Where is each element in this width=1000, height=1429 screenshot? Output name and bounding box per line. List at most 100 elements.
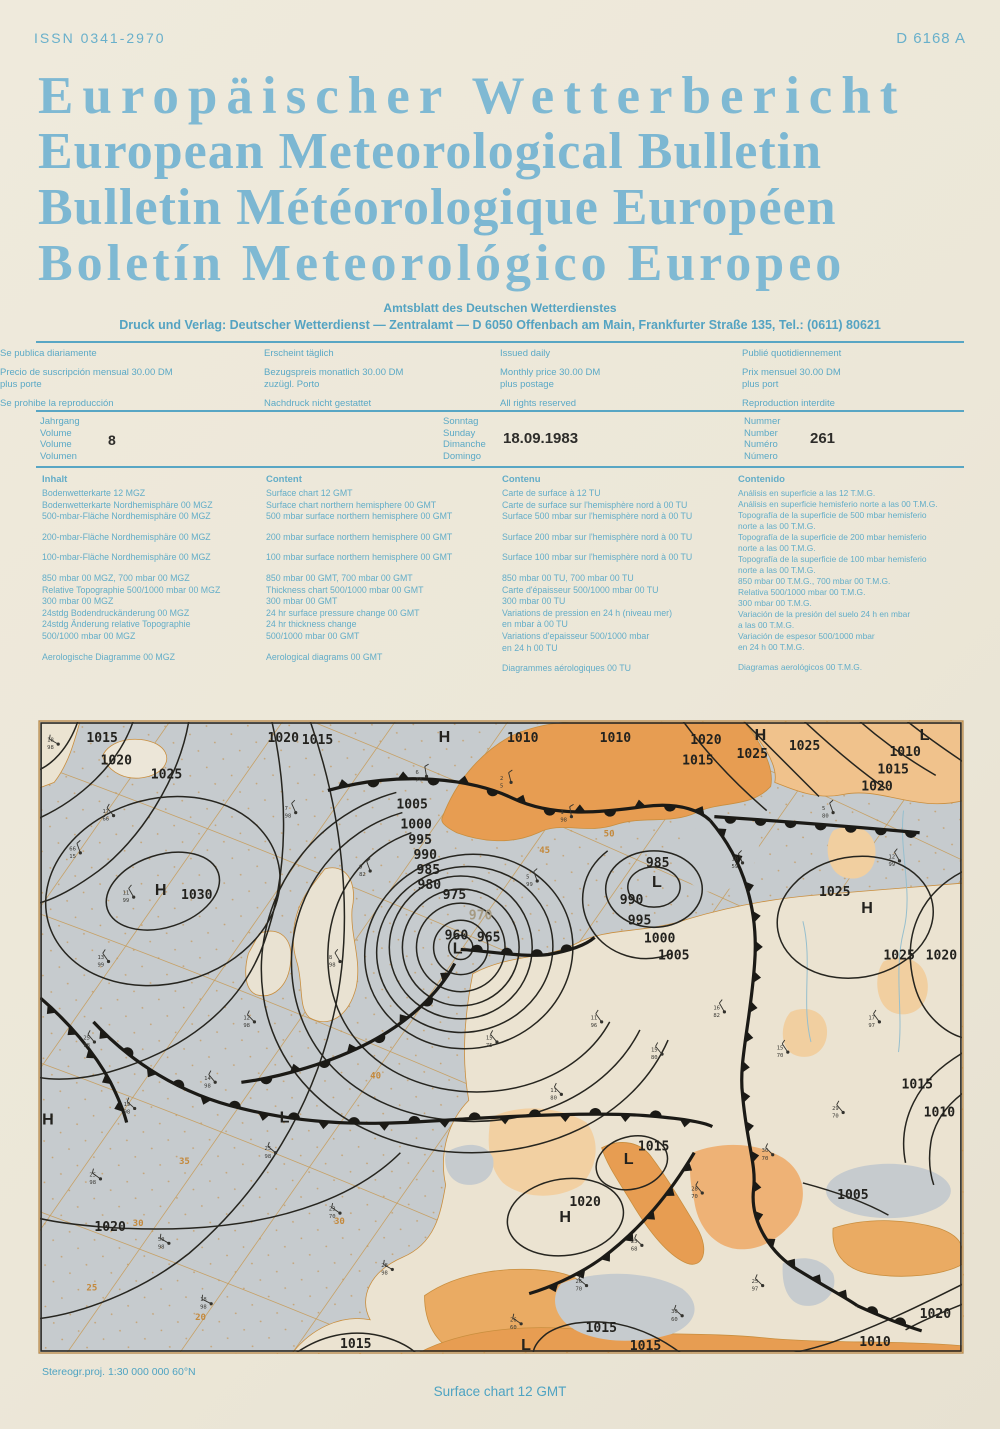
grid-coordinate-label: 35 (179, 1157, 190, 1167)
svg-text:99: 99 (123, 898, 130, 904)
svg-text:11: 11 (550, 1088, 557, 1094)
contents-item: norte a las 00 T.M.G. (738, 521, 816, 531)
station-plot: 2970 (832, 1100, 845, 1120)
contents-item: Topografía de la superficie de 200 mbar … (738, 532, 927, 542)
pressure-center-marker: H (559, 1208, 571, 1226)
info-line: plus porte (0, 379, 42, 390)
svg-text:80: 80 (822, 814, 829, 820)
svg-text:13: 13 (97, 955, 104, 961)
contents-item: Topografía de la superficie de 100 mbar … (738, 554, 927, 564)
issn-number: ISSN 0341-2970 (34, 30, 166, 46)
number-label: Number (744, 427, 778, 439)
contents-item: Diagrammes aérologiques 00 TU (502, 663, 631, 674)
station-plot: 580 (822, 799, 835, 820)
contents-column-fr: Contenu Carte de surface à 12 TU Carte de… (502, 474, 737, 675)
contents-item: 300 mbar 00 TU (502, 596, 566, 607)
info-line: Prix mensuel 30.00 DM (742, 367, 841, 378)
pressure-center-marker: L (521, 1336, 531, 1354)
svg-text:98: 98 (47, 745, 54, 751)
svg-text:30: 30 (762, 1148, 769, 1154)
svg-text:82: 82 (713, 1013, 720, 1019)
contents-item: Surface 200 mbar sur l'hemisphère nord à… (502, 531, 693, 542)
station-plots: 1898176666151199139925981998259850981898… (47, 734, 902, 1331)
contents-item: norte a las 00 T.M.G. (738, 543, 816, 553)
isobar-value-label: 1020 (268, 731, 300, 746)
svg-text:97: 97 (752, 1287, 759, 1293)
svg-text:19: 19 (124, 1102, 131, 1108)
contents-item: Aerologische Diagramme 00 MGZ (42, 651, 175, 662)
volume-label: Volume (40, 439, 72, 450)
isobar-value-label: 1020 (100, 753, 132, 768)
svg-text:50: 50 (158, 1237, 165, 1243)
contents-item: Surface 500 mbar sur l'hemisphère nord à… (502, 511, 693, 522)
contents-item: 850 mbar 00 MGZ, 700 mbar 00 MGZ (42, 572, 190, 583)
svg-text:15: 15 (69, 854, 76, 860)
pressure-center-marker: L (920, 726, 930, 744)
svg-text:25: 25 (83, 1036, 90, 1042)
contents-item: Análisis en superficie a las 12 T.M.G. (738, 488, 876, 498)
svg-text:98: 98 (124, 1109, 131, 1115)
svg-text:29: 29 (832, 1106, 839, 1112)
svg-text:18: 18 (47, 738, 54, 744)
station-plot: 25 (500, 769, 513, 789)
info-line: Publié quotidiennement (742, 348, 842, 359)
contents-heading: Content (266, 474, 302, 485)
station-plot: 674 (415, 763, 429, 783)
info-line: All rights reserved (500, 398, 577, 409)
isobar-value-label: 1015 (86, 731, 118, 746)
surface-chart-map: 18 98 17 66 66 15 11 99 13 99 25 98 19 98 25 98 50 98 18 98… (38, 720, 964, 1354)
isobar-value-label: 1025 (151, 767, 183, 782)
isobar-value-label: 1000 (644, 931, 676, 946)
station-plot: 898 (329, 948, 342, 969)
svg-text:74: 74 (415, 777, 422, 783)
contents-heading: Inhalt (42, 474, 68, 485)
svg-text:25: 25 (752, 1279, 759, 1285)
svg-text:70: 70 (777, 1053, 784, 1059)
grid-coordinate-label: 25 (86, 1284, 97, 1294)
svg-text:98: 98 (89, 1180, 96, 1186)
svg-text:7: 7 (285, 806, 288, 812)
isobar-value-label: 1030 (181, 888, 213, 903)
isobar-value-label: 1020 (569, 1195, 601, 1210)
svg-text:80: 80 (651, 1055, 658, 1061)
map-caption: Surface chart 12 GMT (433, 1384, 567, 1399)
contents-item: Bodenwetterkarte 12 MGZ (42, 488, 146, 498)
isobar-value-label: 1010 (924, 1106, 956, 1121)
subscription-info: Erscheint täglich Bezugspreis monatlich … (0, 348, 1000, 409)
contents-item: 200-mbar-Fläche Nordhemisphäre 00 MGZ (42, 531, 211, 542)
grid-coordinate-label: 30 (334, 1217, 345, 1227)
isobar-value-label: 975 (443, 888, 467, 903)
pressure-center-marker: H (755, 726, 767, 744)
svg-text:99: 99 (526, 882, 533, 888)
isobar-value-label: 1025 (819, 885, 851, 900)
weather-fronts (40, 771, 923, 1333)
isobar-value-label: 1015 (902, 1077, 934, 1092)
svg-text:5: 5 (822, 806, 825, 812)
volume-label: Volume (40, 427, 72, 439)
svg-text:98: 98 (204, 1083, 211, 1089)
info-line: Se prohibe la reproducción (0, 398, 114, 409)
info-line: plus postage (500, 379, 554, 390)
svg-text:66: 66 (102, 817, 109, 823)
contents-item: Variations de pression en 24 h (niveau m… (502, 607, 673, 618)
svg-text:25: 25 (631, 1239, 638, 1245)
title-german: Europäischer Wetterbericht (38, 67, 907, 125)
svg-text:10: 10 (731, 856, 738, 862)
info-line: Reproduction interdite (742, 398, 835, 409)
station-plot: 599 (526, 868, 539, 888)
weather-map-svg: 1898176666151199139925981998259850981898… (38, 720, 964, 1354)
info-line: plus port (742, 379, 779, 390)
isobar-value-label: 995 (408, 833, 432, 848)
isobar-value-label: 1010 (859, 1335, 891, 1350)
svg-text:17: 17 (868, 1015, 875, 1021)
isobar-value-label: 985 (416, 863, 440, 878)
